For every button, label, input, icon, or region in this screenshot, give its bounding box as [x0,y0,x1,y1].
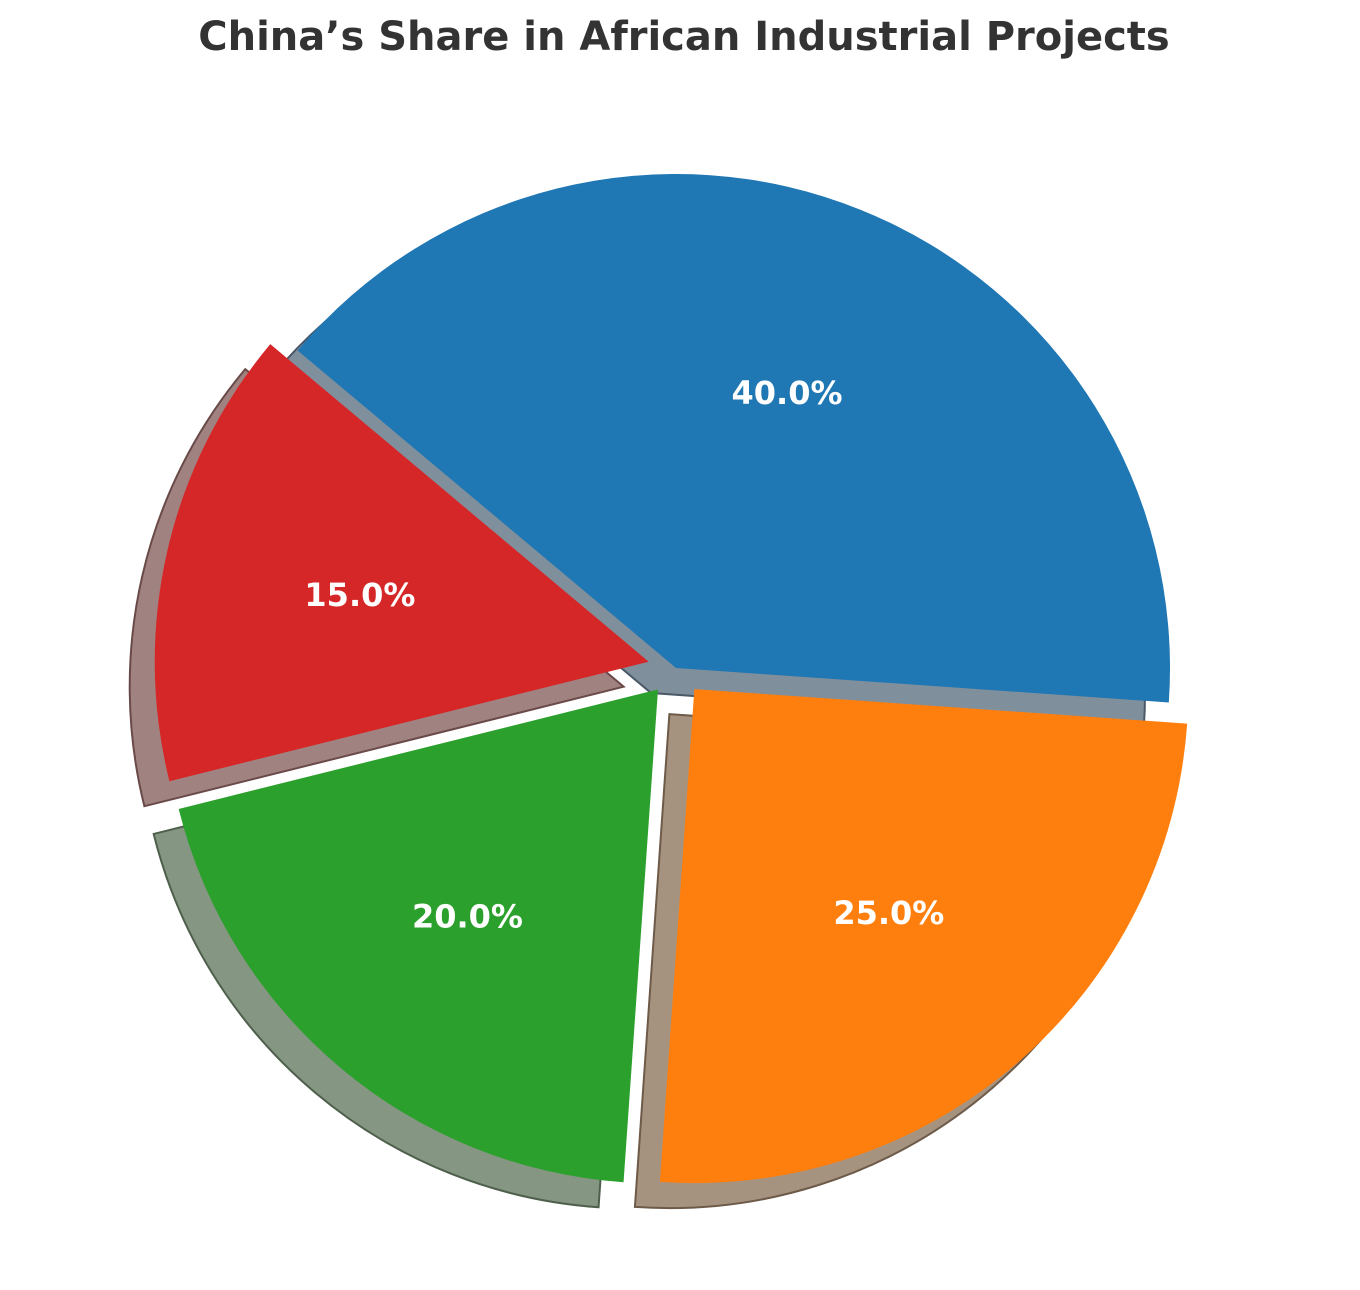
pie-slices [154,174,1188,1184]
pie-value-label-4: 15.0% [304,576,415,614]
pie-value-label-3: 20.0% [412,898,523,936]
pie-slice-3 [178,689,659,1183]
chart-title: China’s Share in African Industrial Proj… [198,14,1170,60]
pie-value-labels: 40.0% 25.0% 20.0% 15.0% [304,374,944,935]
pie-value-label-2: 25.0% [833,894,944,932]
pie-slice-2 [659,689,1188,1184]
pie-slice-4 [154,344,649,782]
pie-slice-1 [297,174,1170,703]
pie-value-label-1: 40.0% [732,374,843,412]
